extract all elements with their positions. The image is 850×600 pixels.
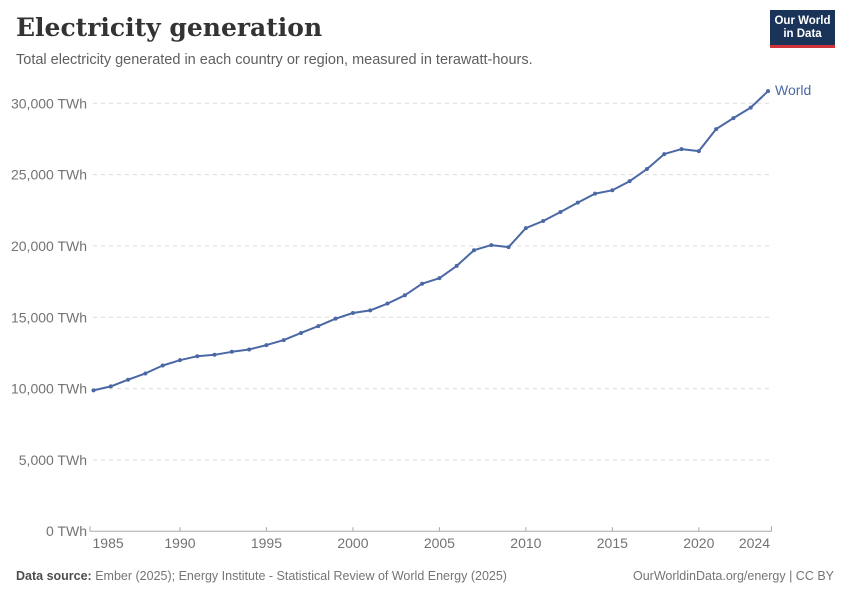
x-axis-tick-label: 2015 [597,535,628,551]
chart-subtitle: Total electricity generated in each coun… [16,52,533,68]
x-axis-tick-label: 2020 [683,535,714,551]
data-point [281,338,286,343]
data-point [506,245,511,250]
page-title: Electricity generation [16,13,323,42]
owid-logo-line2: in Data [783,27,822,40]
data-point [662,152,667,157]
data-point [714,127,719,132]
data-point [748,105,753,110]
data-point [627,179,632,184]
x-axis-tick-label: 1995 [251,535,282,551]
owid-logo[interactable]: Our World in Data [770,10,835,48]
data-point [541,218,546,223]
data-point [696,149,701,154]
data-source-note: Data source: Ember (2025); Energy Instit… [16,569,507,583]
x-axis-tick-label: 1990 [164,535,195,551]
data-point [471,248,476,253]
data-point [593,191,598,196]
y-axis-tick-label: 20,000 TWh [11,238,87,254]
data-point [402,293,407,298]
x-axis-tick-label: 2024 [739,535,770,551]
owid-logo-line1: Our World [774,14,831,27]
data-point [247,347,252,352]
data-point [91,388,96,393]
data-point [108,384,113,389]
data-point [316,324,321,329]
data-point [454,263,459,268]
data-point [489,243,494,248]
series-end-label: World [775,82,811,98]
data-point [160,363,165,368]
data-point [333,316,338,321]
data-point [177,358,182,363]
data-point [143,371,148,376]
data-point [350,310,355,315]
x-axis-tick-label: 2010 [510,535,541,551]
data-point [126,377,131,382]
data-source-text: Ember (2025); Energy Institute - Statist… [91,569,507,583]
data-point [575,200,580,205]
y-axis-tick-label: 0 TWh [46,523,87,539]
y-axis-tick-label: 25,000 TWh [11,167,87,183]
data-point [679,147,684,152]
y-axis-tick-label: 15,000 TWh [11,309,87,325]
y-axis-tick-label: 10,000 TWh [11,381,87,397]
data-point [437,276,442,281]
data-point [264,343,269,348]
data-point [766,89,770,94]
data-point [420,281,425,286]
chart-footer: Data source: Ember (2025); Energy Instit… [16,569,834,583]
data-point [558,209,563,214]
data-point [299,330,304,335]
data-point [731,116,736,121]
data-point [610,188,615,193]
credit-link[interactable]: OurWorldinData.org/energy | CC BY [632,569,834,583]
x-axis-tick-label: 1985 [93,535,124,551]
series-line [93,90,769,392]
x-axis-tick-label: 2005 [424,535,455,551]
data-point [368,308,373,313]
data-point [523,226,528,231]
y-axis-tick-label: 5,000 TWh [19,452,87,468]
y-axis-tick-label: 30,000 TWh [11,95,87,111]
data-source-label: Data source: [16,569,92,583]
data-point [212,352,217,357]
data-point [229,349,234,354]
data-point [644,167,649,172]
x-axis-tick-label: 2000 [337,535,368,551]
data-point [385,301,390,306]
data-point [195,354,200,359]
